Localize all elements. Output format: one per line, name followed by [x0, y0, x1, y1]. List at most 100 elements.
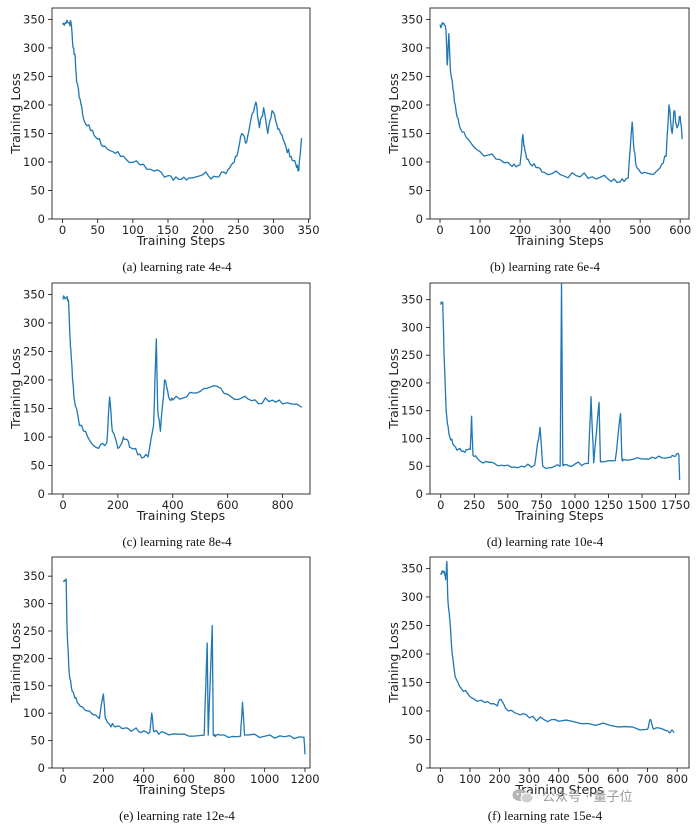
x-tick-label: 1500	[627, 498, 656, 512]
y-tick-label: 150	[23, 401, 45, 415]
y-tick-label: 100	[401, 704, 423, 718]
plot-frame	[51, 7, 311, 220]
chart-panel-4: 0 250 500 750 1000 1250 1500 1750 0 50 100 150 200 25…	[386, 282, 690, 549]
x-tick-label: 600	[669, 223, 691, 237]
y-tick-label: 150	[401, 675, 423, 689]
x-tick-label: 300	[518, 772, 540, 786]
x-tick-label: 0	[437, 498, 444, 512]
x-tick-label: 600	[217, 498, 239, 512]
y-tick-label: 150	[401, 404, 423, 418]
x-tick-label: 300	[262, 223, 284, 237]
loss-series-line	[439, 22, 683, 184]
x-tick-label: 500	[577, 772, 599, 786]
watermark: 公众号 · 量子位	[512, 786, 692, 810]
y-tick-label: 350	[23, 12, 45, 26]
x-tick-label: 250	[463, 498, 485, 512]
plot-frame	[429, 7, 690, 220]
x-tick-label: 400	[548, 772, 570, 786]
x-axis-label: Training Steps	[514, 782, 603, 797]
chart-caption: (d) learning rate 10e-4	[487, 534, 604, 549]
x-tick-label: 50	[90, 223, 105, 237]
y-tick-label: 0	[416, 487, 423, 501]
x-tick-label: 150	[157, 223, 179, 237]
y-tick-label: 250	[23, 344, 45, 358]
wechat-icon	[512, 789, 534, 804]
y-tick-label: 100	[401, 431, 423, 445]
y-tick-label: 350	[401, 293, 423, 307]
y-tick-label: 300	[23, 316, 45, 330]
plot-frame	[429, 556, 690, 769]
y-tick-label: 0	[416, 212, 423, 226]
x-tick-label: 0	[59, 223, 66, 237]
y-tick-label: 300	[23, 597, 45, 611]
y-axis-label: Training Loss	[386, 348, 401, 430]
y-tick-label: 0	[38, 212, 45, 226]
x-axis-label: Training Steps	[136, 782, 225, 797]
x-tick-label: 1000	[250, 772, 279, 786]
x-tick-label: 500	[629, 223, 651, 237]
x-axis-label: Training Steps	[136, 508, 225, 523]
loss-series-line	[62, 295, 303, 459]
x-tick-label: 100	[459, 772, 481, 786]
x-tick-label: 250	[227, 223, 249, 237]
y-tick-label: 50	[408, 183, 423, 197]
chart-caption: (e) learning rate 12e-4	[119, 808, 235, 823]
chart-panel-5: 0 200 400 600 800 1000 1200 0 50 100 150 200 250 300 3…	[8, 556, 320, 823]
x-axis-label: Training Steps	[514, 233, 603, 248]
x-tick-label: 350	[298, 223, 320, 237]
x-tick-label: 200	[192, 223, 214, 237]
y-tick-label: 300	[401, 590, 423, 604]
y-tick-label: 350	[23, 569, 45, 583]
y-tick-label: 100	[401, 155, 423, 169]
y-tick-label: 100	[23, 706, 45, 720]
x-tick-label: 200	[489, 772, 511, 786]
x-axis-label: Training Steps	[514, 508, 603, 523]
x-axis-label: Training Steps	[136, 233, 225, 248]
y-tick-label: 200	[401, 647, 423, 661]
x-tick-label: 600	[173, 772, 195, 786]
y-tick-label: 50	[408, 732, 423, 746]
x-tick-label: 1250	[594, 498, 623, 512]
y-tick-label: 250	[23, 69, 45, 83]
x-tick-label: 1000	[560, 498, 589, 512]
chart-panel-6: 0 100 200 300 400 500 600 700 800 0 50 100 150 200 250…	[386, 556, 690, 823]
chart-caption: (a) learning rate 4e-4	[122, 259, 232, 274]
y-tick-label: 200	[23, 373, 45, 387]
y-tick-label: 150	[401, 126, 423, 140]
x-tick-label: 0	[59, 498, 66, 512]
x-tick-label: 0	[436, 223, 443, 237]
chart-caption: (b) learning rate 6e-4	[490, 259, 601, 274]
y-tick-label: 200	[401, 98, 423, 112]
y-tick-label: 0	[416, 761, 423, 775]
y-tick-label: 250	[23, 624, 45, 638]
y-tick-label: 250	[401, 348, 423, 362]
y-tick-label: 200	[23, 98, 45, 112]
loss-series-line	[61, 19, 303, 181]
chart-panel-2: 0 100 200 300 400 500 600 0 50 100 150 200 250 300 350…	[386, 7, 691, 274]
x-tick-label: 800	[272, 498, 294, 512]
y-tick-label: 300	[401, 41, 423, 55]
y-tick-label: 150	[23, 126, 45, 140]
y-axis-label: Training Loss	[386, 73, 401, 155]
x-tick-label: 0	[59, 772, 66, 786]
watermark-text: 公众号 · 量子位	[542, 790, 633, 805]
x-tick-label: 400	[589, 223, 611, 237]
y-tick-label: 50	[30, 183, 45, 197]
y-tick-label: 200	[23, 651, 45, 665]
x-tick-label: 400	[162, 498, 184, 512]
plot-frame	[429, 282, 690, 495]
x-tick-label: 1750	[661, 498, 690, 512]
x-tick-label: 750	[530, 498, 552, 512]
x-tick-label: 700	[637, 772, 659, 786]
loss-series-line	[439, 560, 675, 734]
y-tick-label: 250	[401, 618, 423, 632]
y-tick-label: 50	[30, 458, 45, 472]
y-tick-label: 350	[23, 287, 45, 301]
x-tick-label: 600	[607, 772, 629, 786]
loss-series-line	[62, 578, 306, 755]
y-tick-label: 200	[401, 376, 423, 390]
y-axis-label: Training Loss	[386, 622, 401, 704]
x-tick-label: 800	[213, 772, 235, 786]
y-tick-label: 50	[30, 734, 45, 748]
